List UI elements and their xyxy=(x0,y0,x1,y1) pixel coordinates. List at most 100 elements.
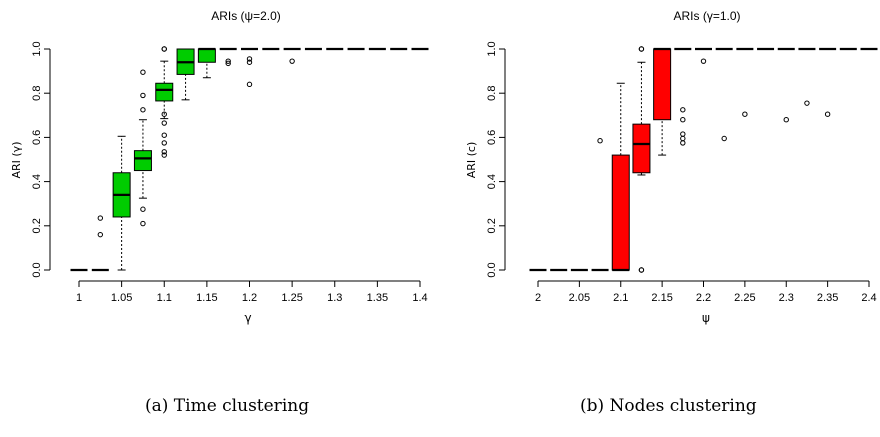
x-tick-label: 1.1 xyxy=(157,292,172,304)
box xyxy=(674,47,692,146)
outlier-point xyxy=(161,111,167,117)
box xyxy=(632,46,651,273)
box xyxy=(819,47,837,117)
outlier-point xyxy=(742,111,748,117)
x-tick-label: 1.2 xyxy=(242,292,257,304)
outlier-point xyxy=(638,267,645,273)
outlier-point xyxy=(597,138,603,144)
chart-time-clustering: ARIs (ψ=2.0) 0.0 0.2 0.4 0.6 0.8 1.0 1 1.05 1.1 1.… xyxy=(10,9,429,325)
outlier-point xyxy=(246,81,253,88)
outlier-point xyxy=(140,92,146,99)
box xyxy=(241,47,258,88)
box xyxy=(133,69,152,227)
box-body xyxy=(155,82,174,102)
outlier-point xyxy=(140,69,146,75)
y-tick-label: 0.8 xyxy=(486,86,498,101)
outlier-point xyxy=(246,56,253,62)
outlier-point xyxy=(140,107,146,113)
y-tick-label: 0.2 xyxy=(486,218,498,233)
outlier-point xyxy=(783,117,789,123)
outlier-point xyxy=(824,111,831,117)
outlier-point xyxy=(140,206,146,212)
x-tick-label: 1.15 xyxy=(196,292,217,304)
box xyxy=(155,46,174,158)
box xyxy=(653,47,672,156)
outlier-point xyxy=(680,140,686,146)
x-tick-label: 2.35 xyxy=(817,292,838,304)
outlier-point xyxy=(225,60,231,67)
outlier-point xyxy=(161,152,167,158)
outlier-point xyxy=(161,132,167,138)
box-body xyxy=(197,48,216,63)
y-tick-label: 0.4 xyxy=(31,174,43,189)
box xyxy=(283,47,301,64)
box xyxy=(777,47,795,123)
box-body xyxy=(653,48,672,121)
x-tick-label: 1.05 xyxy=(111,292,132,304)
x-tick-label: 1.35 xyxy=(367,292,388,304)
box xyxy=(176,48,195,101)
y-axis-title: ARI (γ) xyxy=(10,141,23,178)
box xyxy=(197,47,216,79)
box xyxy=(219,47,237,67)
outlier-point xyxy=(721,135,727,142)
y-tick-label: 0.2 xyxy=(31,218,43,233)
box xyxy=(715,47,733,142)
x-tick-label: 2.4 xyxy=(861,292,876,304)
y-tick-label: 0.4 xyxy=(486,174,498,189)
outlier-point xyxy=(804,100,810,106)
x-tick-label: 2.05 xyxy=(569,292,590,304)
outlier-point xyxy=(161,46,167,52)
outlier-point xyxy=(225,58,231,64)
outlier-point xyxy=(161,120,167,126)
outlier-point xyxy=(97,215,104,221)
y-axis-title: ARI (c) xyxy=(465,142,478,179)
x-tick-label: 1 xyxy=(76,292,82,304)
outlier-point xyxy=(246,59,253,65)
chart-title: ARIs (γ=1.0) xyxy=(673,9,740,23)
outlier-point xyxy=(700,58,707,64)
box xyxy=(591,138,609,272)
y-tick-label: 0.6 xyxy=(486,130,498,145)
box-body xyxy=(611,154,630,271)
x-axis-title: γ xyxy=(244,311,251,325)
x-tick-label: 1.4 xyxy=(412,292,427,304)
box xyxy=(611,82,630,272)
box-body xyxy=(632,123,651,174)
outlier-point xyxy=(140,220,146,227)
outlier-point xyxy=(289,58,295,64)
outlier-point xyxy=(680,117,686,123)
chart-nodes-clustering: ARIs (γ=1.0) 0.0 0.2 0.4 0.6 0.8 1.0 2 2.05 2.1 2.… xyxy=(465,9,878,325)
outlier-point xyxy=(680,135,686,142)
x-tick-label: 2.1 xyxy=(613,292,628,304)
outlier-point xyxy=(638,46,645,52)
x-tick-label: 1.25 xyxy=(281,292,302,304)
x-tick-label: 2 xyxy=(535,292,541,304)
box-body xyxy=(133,150,152,172)
y-tick-label: 0.8 xyxy=(31,86,43,101)
y-tick-label: 0.6 xyxy=(31,130,43,145)
y-tick-label: 1.0 xyxy=(31,41,43,56)
y-tick-label: 0.0 xyxy=(31,262,43,277)
x-axis-title: ψ xyxy=(702,311,710,325)
y-tick-label: 1.0 xyxy=(486,41,498,56)
box xyxy=(736,47,754,117)
x-tick-label: 2.2 xyxy=(696,292,711,304)
outlier-point xyxy=(161,140,167,146)
box xyxy=(695,47,712,64)
y-tick-label: 0.0 xyxy=(486,262,498,277)
x-tick-label: 1.3 xyxy=(327,292,342,304)
box xyxy=(91,215,109,272)
outlier-point xyxy=(97,231,104,238)
outlier-point xyxy=(680,131,686,137)
outlier-point xyxy=(161,149,167,155)
x-tick-label: 2.15 xyxy=(651,292,672,304)
x-tick-label: 2.3 xyxy=(779,292,794,304)
chart-title: ARIs (ψ=2.0) xyxy=(211,9,281,23)
box xyxy=(798,47,816,106)
box xyxy=(112,135,131,271)
caption-nodes-clustering: (b) Nodes clustering xyxy=(580,396,757,416)
outlier-point xyxy=(680,107,686,113)
x-tick-label: 2.25 xyxy=(734,292,755,304)
